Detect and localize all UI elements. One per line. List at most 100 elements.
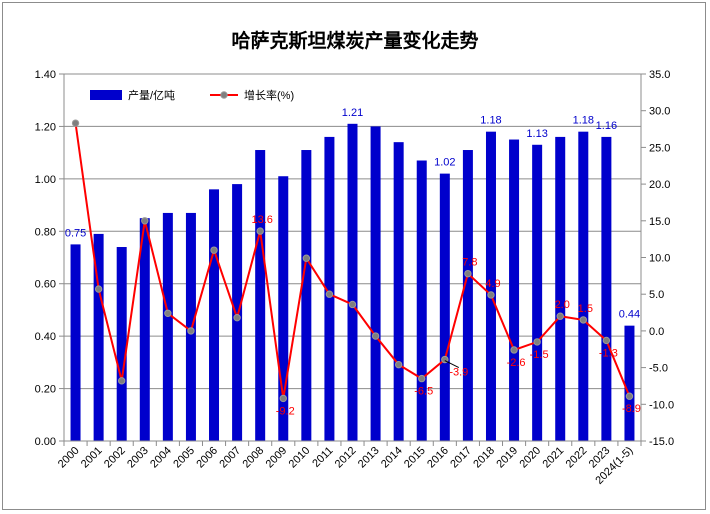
x-tick-label: 2006	[194, 445, 220, 471]
left-tick-label: 1.20	[35, 121, 56, 133]
bar-value-label: 0.44	[619, 309, 640, 321]
right-tick-label: 25.0	[649, 142, 670, 154]
growth-value-label: -6.5	[414, 386, 433, 398]
x-tick-label: 2004	[148, 445, 174, 471]
bar-value-label: 1.16	[596, 120, 617, 132]
right-tick-label: 10.0	[649, 253, 670, 265]
legend-line-label: 增长率(%)	[244, 88, 294, 102]
growth-rate-point-2015	[418, 374, 426, 383]
chart-title: 哈萨克斯坦煤炭产量变化走势	[231, 30, 479, 52]
right-tick-label: 20.0	[649, 179, 670, 191]
x-tick-label: 2009	[264, 445, 290, 471]
x-tick-label: 2012	[333, 445, 359, 471]
bar-2023	[601, 136, 612, 441]
x-tick-label: 2010	[287, 445, 313, 471]
x-tick-label: 2003	[125, 445, 151, 471]
bar-2017	[462, 150, 473, 441]
growth-rate-point-2022	[579, 316, 587, 324]
bar-2018	[485, 131, 496, 441]
bar-value-label: 1.13	[526, 128, 547, 140]
bar-2015	[416, 160, 427, 441]
left-tick-label: 1.00	[35, 174, 56, 186]
legend-bar-label: 产量/亿吨	[128, 88, 175, 102]
bar-2021	[555, 136, 566, 441]
bar-2022	[578, 131, 589, 441]
right-tick-label: 30.0	[649, 106, 670, 118]
x-tick-label: 2016	[425, 445, 451, 471]
bar-2007	[232, 184, 243, 441]
bar-2016	[439, 173, 450, 441]
bar-2019	[509, 139, 520, 442]
bar-series	[70, 123, 635, 442]
bar-2013	[370, 126, 381, 441]
growth-rate-point-2018	[487, 291, 495, 299]
left-tick-label: 0.80	[35, 226, 56, 238]
label-leader-line	[444, 360, 460, 368]
bar-2011	[324, 136, 335, 441]
growth-value-label: -8.9	[622, 403, 641, 415]
right-tick-label: 15.0	[649, 216, 670, 228]
growth-rate-point-2008	[256, 227, 264, 235]
x-tick-label: 2019	[494, 445, 520, 471]
right-tick-label: 5.0	[649, 289, 664, 301]
legend: 产量/亿吨 增长率(%)	[90, 88, 294, 102]
growth-rate-point-2012	[348, 300, 357, 309]
left-tick-label: 0.20	[35, 384, 56, 396]
line-series	[71, 119, 634, 403]
bar-2009	[278, 176, 289, 441]
x-tick-label: 2022	[564, 445, 590, 471]
left-tick-label: 0.40	[35, 331, 56, 343]
x-tick-label: 2015	[402, 445, 428, 471]
right-tick-label: 35.0	[649, 69, 670, 81]
legend-bar-swatch	[90, 90, 122, 100]
growth-value-label: 7.8	[462, 257, 477, 269]
growth-value-label: -3.9	[449, 367, 468, 379]
x-tick-label: 2002	[102, 445, 128, 471]
growth-rate-point-2019	[510, 346, 518, 354]
growth-rate-point-2013	[371, 332, 380, 340]
bar-2002	[116, 247, 127, 441]
growth-rate-point-2000	[71, 119, 80, 127]
data-labels: 0.751.211.021.181.131.18 1.160.4413.6-9.2…	[65, 107, 641, 418]
bar-2000	[70, 244, 81, 441]
bar-2008	[255, 150, 266, 441]
growth-value-label: 4.9	[485, 278, 500, 290]
x-tick-label: 2008	[241, 445, 267, 471]
growth-rate-point-2023	[602, 336, 611, 345]
right-tick-label: -10.0	[649, 399, 674, 411]
left-tick-label: 1.40	[35, 69, 56, 81]
bar-2004	[162, 212, 173, 441]
bar-2001	[93, 233, 104, 441]
legend-line-marker	[220, 91, 228, 99]
right-tick-label: -5.0	[649, 363, 668, 375]
bar-2014	[393, 142, 404, 441]
growth-rate-point-2003	[141, 217, 149, 225]
x-tick-label: 2017	[448, 445, 474, 471]
growth-rate-point-2006	[210, 246, 218, 254]
bar-2012	[347, 123, 358, 442]
x-tick-label: 2007	[217, 445, 243, 471]
bar-2005	[185, 212, 196, 441]
bar-value-label: 1.18	[573, 115, 594, 127]
growth-rate-point-2004	[164, 309, 172, 317]
growth-rate-point-2011	[325, 290, 334, 298]
growth-value-label: -1.3	[599, 347, 618, 359]
growth-rate-point-2009	[279, 394, 287, 403]
growth-rate-point-2020	[533, 338, 541, 346]
x-tick-label: 2013	[356, 445, 382, 471]
x-tick-label: 2000	[56, 445, 82, 471]
bar-value-label: 1.02	[434, 157, 455, 169]
bar-value-label: 1.18	[480, 115, 501, 127]
left-tick-label: 0.60	[35, 279, 56, 291]
growth-rate-point-2017	[464, 269, 472, 278]
x-tick-label: 2021	[541, 445, 567, 471]
bar-value-label: 0.75	[65, 227, 86, 239]
x-tick-label: 2005	[171, 445, 197, 471]
growth-rate-point-2001	[94, 285, 103, 293]
growth-rate-point-2005	[187, 327, 195, 335]
x-tick-label: 2001	[79, 445, 105, 471]
growth-value-label: -2.6	[507, 357, 526, 369]
x-tick-label: 2018	[471, 445, 497, 471]
growth-value-label: 13.6	[251, 214, 272, 226]
